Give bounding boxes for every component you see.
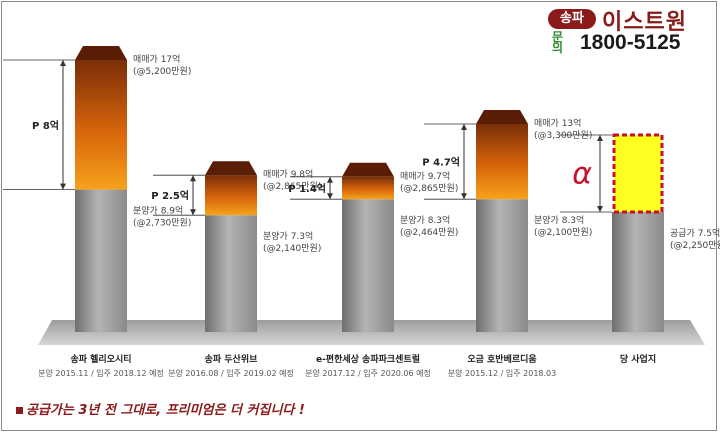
base-price-sublabel: (@2,140만원) xyxy=(263,243,321,254)
premium-bar-cap xyxy=(75,46,127,60)
base-price-sublabel: (@2,464만원) xyxy=(400,227,458,238)
sale-price-label: 매매가 9.8억 xyxy=(263,168,313,180)
arrow-down-icon xyxy=(60,183,66,190)
category-label: 당 사업지 xyxy=(620,353,656,365)
base-price-label: 분양가 8.9억 xyxy=(133,205,183,217)
base-price-bar xyxy=(476,199,528,332)
base-price-bar xyxy=(342,199,394,332)
arrow-down-icon xyxy=(461,193,467,200)
sale-price-sublabel: (@3,300만원) xyxy=(534,130,592,141)
category-sublabel: 분양 2015.11 / 입주 2018.12 예정 xyxy=(38,368,164,378)
base-price-sublabel: (@2,250만원) xyxy=(670,240,720,251)
base-price-label: 분양가 7.3억 xyxy=(263,230,313,242)
unknown-premium-box xyxy=(612,133,664,214)
arrow-up-icon xyxy=(190,175,196,182)
premium-bar xyxy=(342,176,394,200)
category-label: e-편한세상 송파파크센트럴 xyxy=(316,353,420,365)
base-price-label: 분양가 8.3억 xyxy=(534,214,584,226)
sale-price-sublabel: (@2,865만원) xyxy=(263,181,321,192)
footer-note: 공급가는 3년 전 그대로, 프리미엄은 더 커집니다 ! xyxy=(16,399,305,418)
premium-label: P 1.4억 xyxy=(288,183,326,195)
base-price-bar xyxy=(75,189,127,332)
sale-price-sublabel: (@2,865만원) xyxy=(400,183,458,194)
premium-bar-cap xyxy=(476,110,528,124)
premium-label: P 8억 xyxy=(32,120,59,132)
arrow-up-icon xyxy=(327,176,333,183)
bullet-square-icon xyxy=(16,407,23,414)
sale-price-label: 매매가 9.7억 xyxy=(400,170,450,182)
premium-bar xyxy=(205,175,257,216)
premium-bar-cap xyxy=(342,162,394,177)
arrow-up-icon xyxy=(461,124,467,130)
chart-base-plate xyxy=(38,320,705,345)
brand-badge: 송파 xyxy=(548,9,596,29)
arrow-down-icon xyxy=(190,209,196,216)
brand-name: 이스트원 xyxy=(602,10,687,35)
category-label: 오금 호반베르디움 xyxy=(467,353,536,365)
base-price-bar xyxy=(205,215,257,332)
phone-label: 문의 xyxy=(552,30,564,55)
arrow-down-icon xyxy=(597,206,603,212)
base-price-sublabel: (@2,730만원) xyxy=(133,218,191,229)
premium-label: P 4.7억 xyxy=(422,157,460,169)
sale-price-label: 매매가 13억 xyxy=(534,117,581,129)
phone-number[interactable]: 1800-5125 xyxy=(580,31,681,54)
base-price-sublabel: (@2,100만원) xyxy=(534,227,592,238)
category-label: 송파 헬리오시티 xyxy=(70,353,131,365)
arrow-up-icon xyxy=(60,60,66,66)
premium-bar xyxy=(476,124,528,200)
category-sublabel: 분양 2015.12 / 입주 2018.03 xyxy=(448,369,556,378)
base-price-bar xyxy=(612,212,664,332)
category-sublabel: 분양 2016.08 / 입주 2019.02 예정 xyxy=(168,368,294,378)
premium-bar-cap xyxy=(205,161,257,176)
arrow-down-icon xyxy=(327,193,333,200)
sale-price-sublabel: (@5,200만원) xyxy=(133,66,191,77)
category-sublabel: 분양 2017.12 / 입주 2020.06 예정 xyxy=(305,368,431,378)
premium-bar xyxy=(75,60,127,190)
premium-label: P 2.5억 xyxy=(151,190,189,202)
base-price-label: 분양가 8.3억 xyxy=(400,214,450,226)
base-price-label: 공급가 7.5억 xyxy=(670,227,720,239)
category-label: 송파 두산위브 xyxy=(205,353,259,365)
footer-note-text: 공급가는 3년 전 그대로, 프리미엄은 더 커집니다 ! xyxy=(26,403,305,418)
arrow-up-icon xyxy=(597,135,603,141)
premium-label: α xyxy=(572,157,592,192)
sale-price-label: 매매가 17억 xyxy=(133,53,180,65)
